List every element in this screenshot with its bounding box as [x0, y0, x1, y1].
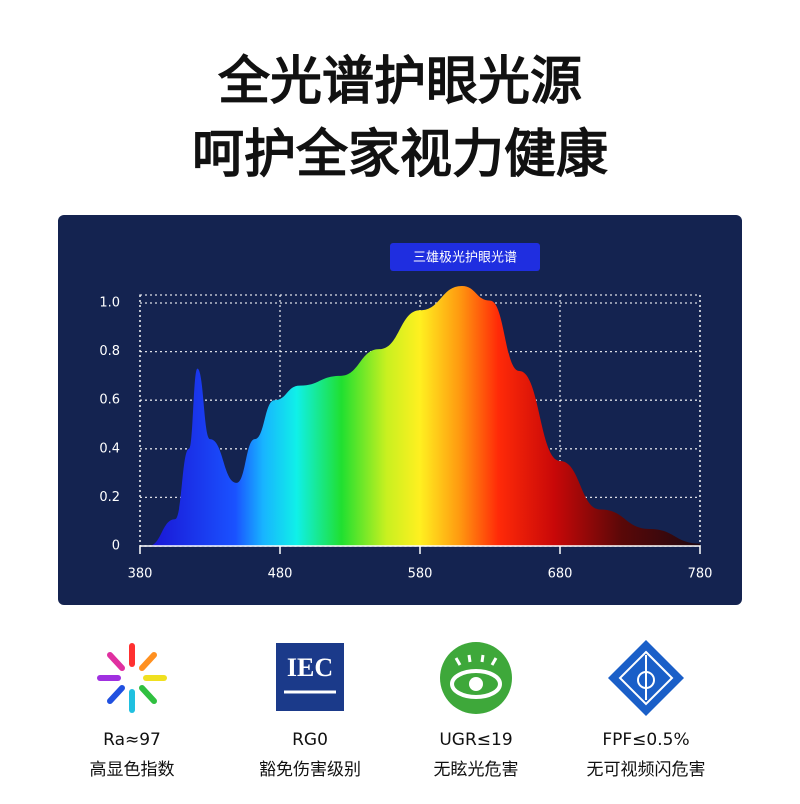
badge-caption: 豁免伤害级别: [259, 760, 361, 780]
x-tick-label: 480: [268, 567, 293, 582]
x-tick-label: 780: [688, 567, 713, 582]
y-tick-label: 0: [112, 539, 120, 554]
y-tick-label: 0.2: [99, 490, 120, 505]
iec-icon: IEC: [276, 643, 344, 711]
x-tick-label: 580: [408, 567, 433, 582]
y-tick-label: 0.8: [99, 344, 120, 359]
chart-title: 三雄极光护眼光谱: [413, 251, 517, 266]
badge-caption: 无可视频闪危害: [587, 760, 706, 780]
ugr-icon: [440, 642, 512, 714]
spectrum-area: [148, 285, 700, 546]
headline: 全光谱护眼光源: [217, 52, 582, 112]
y-tick-label: 0.6: [99, 393, 120, 408]
x-tick-label: 380: [128, 567, 153, 582]
ra-icon: [97, 643, 167, 713]
y-tick-label: 1.0: [99, 296, 120, 311]
headline: 呵护全家视力健康: [192, 125, 608, 185]
plot: 0 0.2 0.4 0.6 1.0 0.8 380 480 580 680 780: [99, 285, 713, 582]
fpf-icon: [608, 640, 684, 716]
badge-caption: 无眩光危害: [434, 760, 519, 780]
badges: Ra≈97 高显色指数 RG0 豁免伤害级别 UGR≤19 无眩光危害 FPF≤0.5% 无可…: [90, 730, 706, 780]
badge-label: RG0: [292, 730, 328, 750]
badge-label: UGR≤19: [439, 730, 512, 750]
svg-text:IEC: IEC: [287, 653, 333, 682]
badge-caption: 高显色指数: [90, 760, 175, 780]
badge-label: Ra≈97: [103, 730, 161, 750]
chart-title-badge: [390, 243, 540, 271]
badge-label: FPF≤0.5%: [602, 730, 689, 750]
x-tick-label: 680: [548, 567, 573, 582]
y-tick-label: 0.4: [99, 441, 120, 456]
